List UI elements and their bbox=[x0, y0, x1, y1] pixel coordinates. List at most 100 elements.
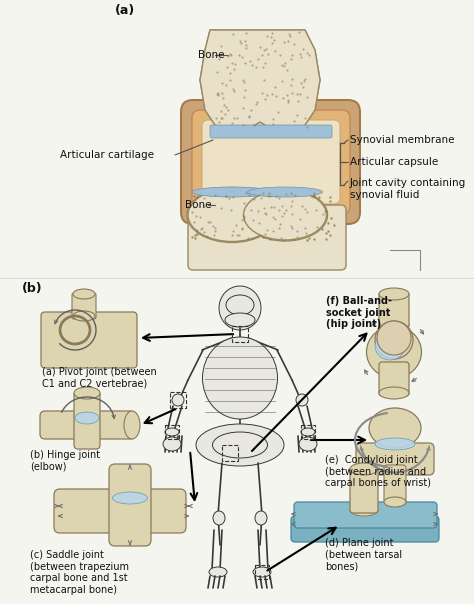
Ellipse shape bbox=[244, 190, 327, 240]
Point bbox=[272, 91, 279, 100]
Point bbox=[232, 220, 240, 230]
Point bbox=[277, 233, 284, 243]
Point bbox=[278, 60, 286, 69]
Point bbox=[217, 114, 225, 123]
Point bbox=[290, 234, 297, 244]
FancyBboxPatch shape bbox=[379, 362, 409, 396]
Point bbox=[230, 64, 237, 74]
Point bbox=[238, 214, 246, 224]
Point bbox=[240, 213, 247, 223]
Point bbox=[259, 188, 267, 198]
Point bbox=[214, 89, 221, 99]
Point bbox=[325, 226, 332, 236]
Text: Articular capsule: Articular capsule bbox=[350, 157, 438, 167]
Point bbox=[233, 230, 241, 239]
Point bbox=[199, 223, 206, 233]
Point bbox=[310, 190, 318, 200]
Point bbox=[237, 38, 245, 48]
Point bbox=[214, 88, 222, 98]
Point bbox=[190, 217, 198, 226]
Point bbox=[261, 95, 269, 104]
Point bbox=[330, 220, 337, 230]
Point bbox=[269, 114, 276, 124]
Point bbox=[241, 36, 249, 46]
Point bbox=[203, 231, 210, 240]
Point bbox=[218, 114, 226, 123]
Point bbox=[261, 59, 268, 68]
Point bbox=[267, 202, 274, 212]
Point bbox=[275, 193, 283, 202]
Ellipse shape bbox=[369, 408, 421, 448]
Point bbox=[216, 117, 223, 127]
Point bbox=[239, 103, 246, 113]
Point bbox=[240, 77, 248, 86]
Point bbox=[278, 201, 286, 211]
Point bbox=[221, 109, 229, 118]
Point bbox=[287, 80, 295, 90]
Point bbox=[209, 221, 217, 231]
Point bbox=[217, 106, 224, 115]
Point bbox=[287, 188, 295, 198]
Point bbox=[211, 191, 219, 201]
Point bbox=[288, 50, 296, 60]
Point bbox=[305, 233, 313, 242]
Point bbox=[305, 50, 312, 60]
Point bbox=[255, 190, 263, 199]
Point bbox=[323, 206, 330, 216]
Point bbox=[211, 226, 219, 236]
Ellipse shape bbox=[73, 289, 95, 299]
Point bbox=[279, 211, 286, 220]
Point bbox=[253, 97, 261, 107]
FancyBboxPatch shape bbox=[72, 293, 96, 319]
FancyBboxPatch shape bbox=[188, 205, 346, 270]
Text: (d) Plane joint
(between tarsal
bones): (d) Plane joint (between tarsal bones) bbox=[325, 538, 402, 571]
Point bbox=[321, 206, 328, 216]
Point bbox=[241, 211, 248, 221]
Ellipse shape bbox=[163, 437, 181, 451]
Point bbox=[239, 120, 246, 130]
Point bbox=[230, 114, 237, 123]
Ellipse shape bbox=[301, 428, 315, 436]
Point bbox=[242, 188, 250, 198]
Ellipse shape bbox=[165, 428, 179, 436]
Point bbox=[268, 89, 275, 99]
Point bbox=[222, 191, 230, 201]
Point bbox=[201, 201, 208, 210]
Point bbox=[246, 191, 253, 201]
Point bbox=[257, 193, 265, 202]
Point bbox=[284, 36, 292, 46]
Point bbox=[238, 225, 246, 234]
Point bbox=[261, 230, 269, 239]
Text: (e)  Condyloid joint
(between radius and
carpal bones of wrist): (e) Condyloid joint (between radius and … bbox=[325, 455, 431, 488]
Point bbox=[258, 50, 266, 60]
Point bbox=[229, 226, 237, 236]
Point bbox=[190, 191, 198, 201]
Point bbox=[196, 213, 204, 222]
Ellipse shape bbox=[192, 187, 272, 197]
Point bbox=[239, 120, 246, 130]
Ellipse shape bbox=[225, 313, 255, 327]
Point bbox=[321, 206, 328, 216]
Point bbox=[268, 37, 276, 47]
Point bbox=[326, 192, 333, 202]
Point bbox=[293, 226, 301, 236]
Point bbox=[213, 67, 221, 77]
Point bbox=[296, 89, 303, 99]
FancyBboxPatch shape bbox=[294, 502, 437, 528]
Point bbox=[233, 113, 240, 123]
Point bbox=[213, 67, 221, 77]
Ellipse shape bbox=[196, 424, 284, 466]
Point bbox=[278, 76, 286, 86]
Text: (a): (a) bbox=[115, 4, 135, 17]
Point bbox=[279, 235, 287, 245]
Point bbox=[262, 209, 270, 219]
Point bbox=[222, 191, 230, 201]
Point bbox=[286, 31, 293, 40]
Point bbox=[193, 229, 201, 239]
Ellipse shape bbox=[75, 412, 99, 424]
Point bbox=[266, 234, 274, 244]
Point bbox=[308, 191, 315, 201]
Point bbox=[254, 206, 261, 216]
Ellipse shape bbox=[375, 438, 415, 450]
Point bbox=[226, 68, 234, 78]
